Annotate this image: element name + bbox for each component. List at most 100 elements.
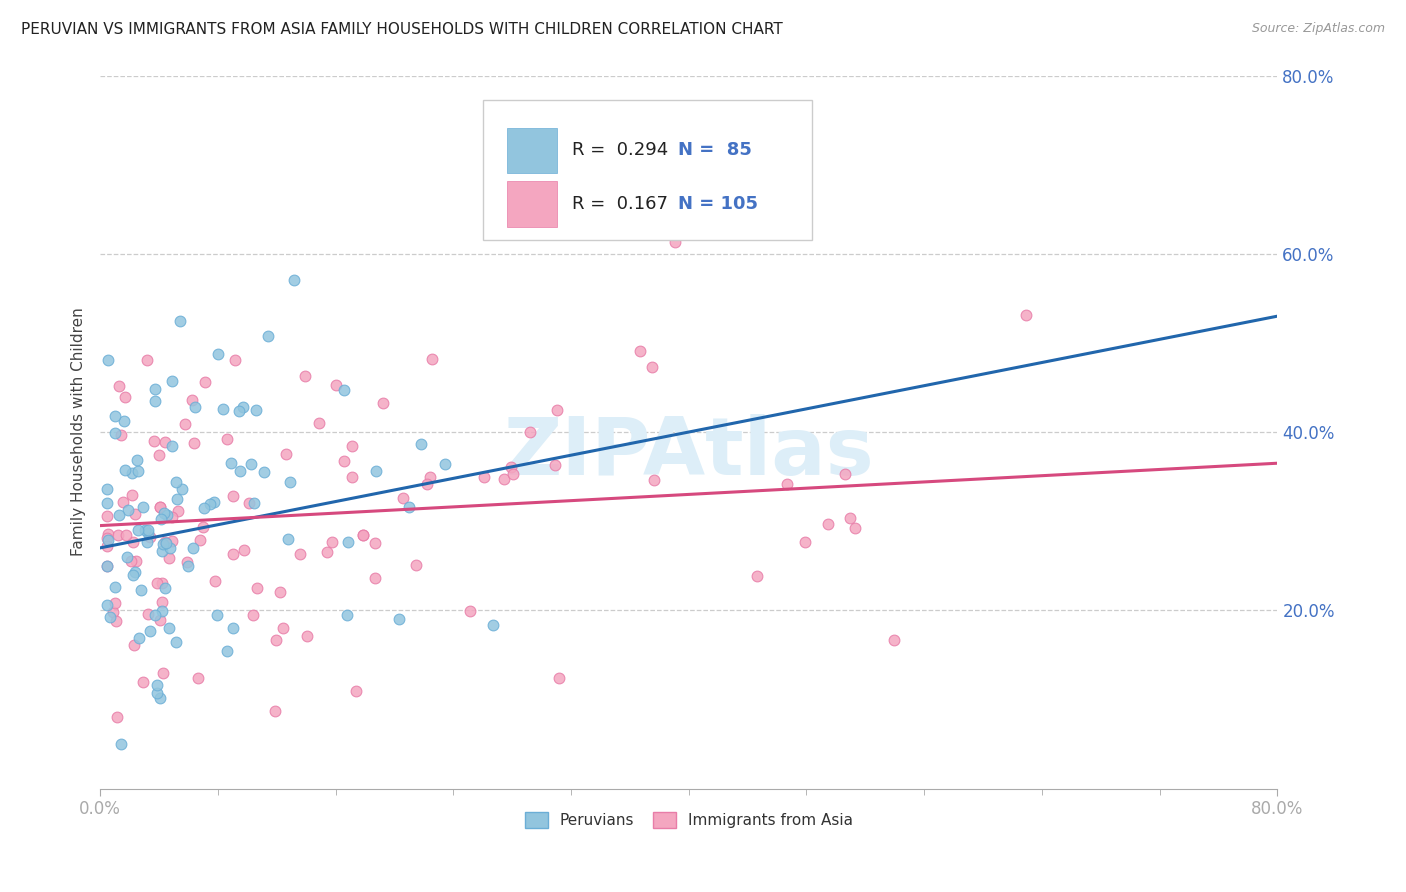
Text: R =  0.294: R = 0.294	[572, 142, 668, 160]
Point	[114, 391, 136, 405]
Point	[188, 533, 211, 547]
Point	[122, 534, 145, 549]
Point	[150, 512, 173, 526]
Point	[157, 621, 180, 635]
Point	[149, 614, 172, 628]
Point	[364, 571, 387, 585]
Point	[143, 434, 166, 448]
Point	[153, 581, 176, 595]
Text: R =  0.167: R = 0.167	[572, 194, 668, 213]
Point	[1015, 308, 1038, 322]
Point	[405, 558, 427, 572]
Point	[217, 644, 239, 658]
Point	[125, 453, 148, 467]
Point	[458, 604, 481, 618]
Point	[112, 495, 135, 509]
Point	[148, 691, 170, 706]
Point	[104, 580, 127, 594]
Point	[160, 533, 183, 548]
Point	[136, 534, 159, 549]
Point	[143, 382, 166, 396]
FancyBboxPatch shape	[482, 101, 813, 240]
Point	[222, 547, 245, 561]
Point	[96, 559, 118, 574]
Point	[153, 534, 176, 549]
Point	[138, 624, 160, 639]
Point	[96, 539, 118, 553]
Point	[844, 521, 866, 535]
Point	[333, 454, 356, 468]
Point	[114, 463, 136, 477]
Point	[97, 353, 120, 368]
Point	[273, 621, 295, 635]
Point	[398, 500, 420, 515]
Point	[150, 594, 173, 608]
Point	[325, 378, 347, 392]
Point	[170, 483, 193, 497]
Point	[115, 550, 138, 565]
Point	[160, 375, 183, 389]
Point	[132, 500, 155, 514]
Point	[472, 469, 495, 483]
Point	[257, 328, 280, 343]
Point	[215, 432, 238, 446]
Point	[224, 353, 246, 368]
Point	[181, 392, 204, 407]
Point	[308, 416, 330, 430]
Point	[333, 383, 356, 397]
Point	[122, 638, 145, 652]
Point	[336, 607, 359, 622]
Point	[128, 631, 150, 645]
Point	[793, 534, 815, 549]
Point	[494, 471, 516, 485]
Legend: Peruvians, Immigrants from Asia: Peruvians, Immigrants from Asia	[519, 806, 859, 834]
Point	[152, 665, 174, 680]
Point	[278, 475, 301, 490]
Point	[136, 607, 159, 622]
Point	[409, 437, 432, 451]
Point	[181, 541, 204, 556]
Point	[315, 544, 337, 558]
Point	[150, 575, 173, 590]
Point	[340, 469, 363, 483]
Point	[519, 425, 541, 440]
Point	[97, 533, 120, 548]
Point	[108, 379, 131, 393]
Point	[242, 607, 264, 622]
Point	[238, 496, 260, 510]
Point	[143, 607, 166, 622]
Point	[640, 359, 662, 374]
Point	[96, 482, 118, 496]
Point	[643, 473, 665, 487]
Point	[228, 403, 250, 417]
Point	[834, 467, 856, 481]
Point	[232, 401, 254, 415]
Point	[183, 436, 205, 450]
Text: Source: ZipAtlas.com: Source: ZipAtlas.com	[1251, 22, 1385, 36]
Point	[817, 517, 839, 532]
Point	[419, 470, 441, 484]
Point	[283, 273, 305, 287]
Point	[157, 551, 180, 566]
Point	[776, 477, 799, 491]
Point	[132, 675, 155, 690]
Point	[321, 534, 343, 549]
Point	[96, 532, 118, 546]
Point	[121, 488, 143, 502]
Point	[364, 536, 387, 550]
Point	[288, 547, 311, 561]
Point	[136, 526, 159, 541]
Point	[364, 464, 387, 478]
Point	[838, 511, 860, 525]
Point	[122, 568, 145, 582]
Point	[107, 508, 129, 522]
Point	[245, 402, 267, 417]
Point	[169, 314, 191, 328]
Point	[416, 477, 439, 491]
Point	[156, 508, 179, 522]
Point	[120, 554, 142, 568]
Text: PERUVIAN VS IMMIGRANTS FROM ASIA FAMILY HOUSEHOLDS WITH CHILDREN CORRELATION CHA: PERUVIAN VS IMMIGRANTS FROM ASIA FAMILY …	[21, 22, 783, 37]
Point	[274, 447, 297, 461]
Point	[546, 403, 568, 417]
Point	[103, 605, 125, 619]
